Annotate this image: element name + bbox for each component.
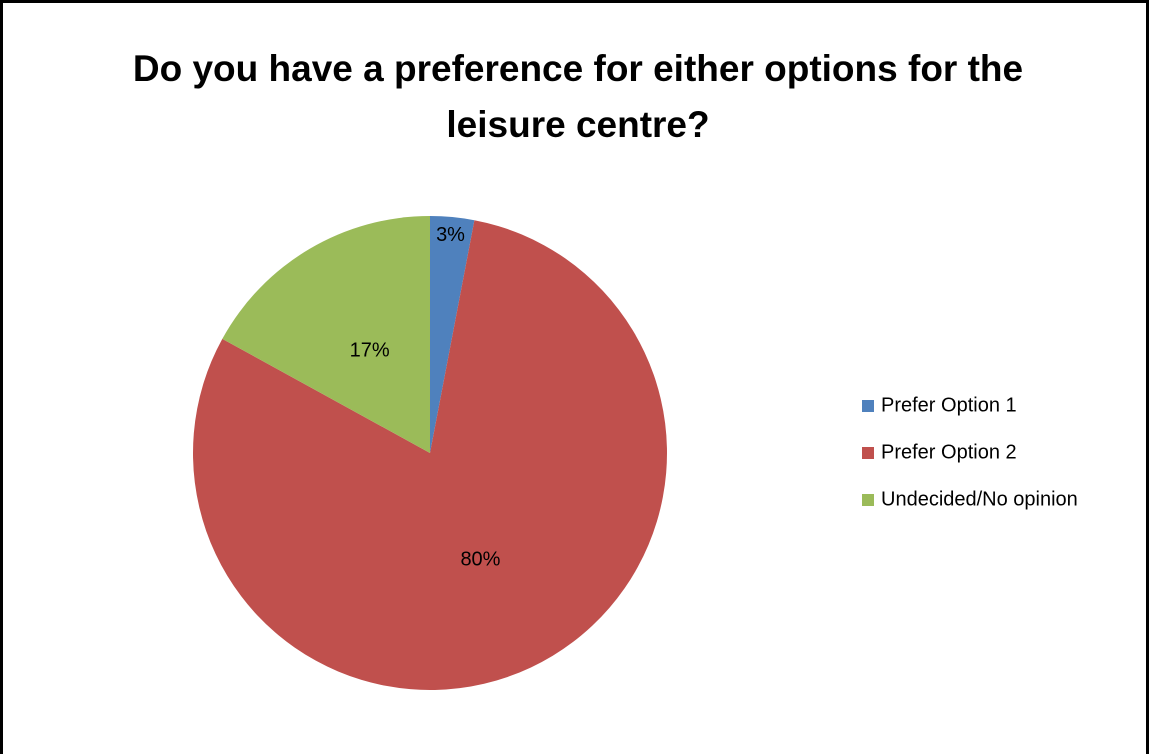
legend-swatch: [862, 494, 874, 506]
legend-swatch: [862, 400, 874, 412]
pie-slice: [222, 216, 430, 453]
data-label: 17%: [350, 339, 390, 361]
pie-slice: [192, 220, 668, 691]
pie-slice: [430, 216, 475, 453]
chart-title: Do you have a preference for either opti…: [132, 48, 1024, 145]
data-label: 3%: [436, 224, 465, 246]
legend-label: Prefer Option 1: [881, 394, 1017, 416]
legend-label: Undecided/No opinion: [881, 488, 1078, 510]
legend-swatch: [862, 447, 874, 459]
legend-label: Prefer Option 2: [881, 441, 1017, 463]
data-label: 80%: [460, 549, 500, 571]
